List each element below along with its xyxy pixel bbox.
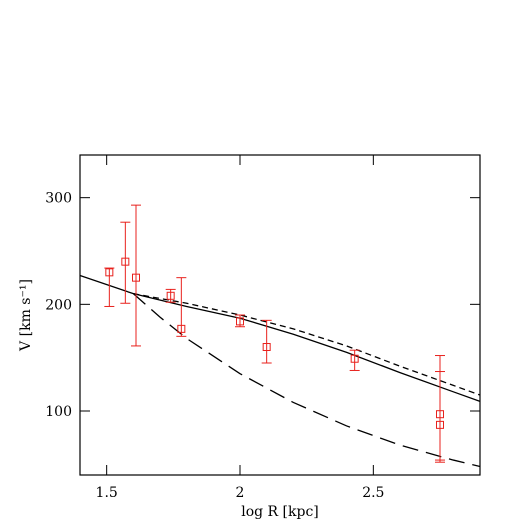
data-point <box>236 317 244 326</box>
y-axis-label: V [km s⁻¹] <box>18 279 34 352</box>
data-point <box>132 273 140 282</box>
data-point <box>105 268 114 277</box>
y-tick-label: 100 <box>45 404 72 420</box>
x-tick-label: 1.5 <box>96 485 118 501</box>
data-point <box>262 343 271 351</box>
y-tick-label: 300 <box>45 191 72 207</box>
data-point <box>166 291 175 300</box>
model-curve <box>133 293 481 396</box>
data-point <box>350 354 359 363</box>
x-tick-label: 2.5 <box>362 485 384 501</box>
x-tick-label: 2 <box>236 485 245 501</box>
x-axis-label: log R [kpc] <box>241 504 319 520</box>
model-curve <box>132 293 481 468</box>
data-point <box>436 420 444 429</box>
y-tick-label: 200 <box>45 297 72 313</box>
model-curve <box>79 274 481 403</box>
plot-frame <box>79 154 481 476</box>
data-point <box>121 257 130 266</box>
data-point <box>177 324 186 333</box>
